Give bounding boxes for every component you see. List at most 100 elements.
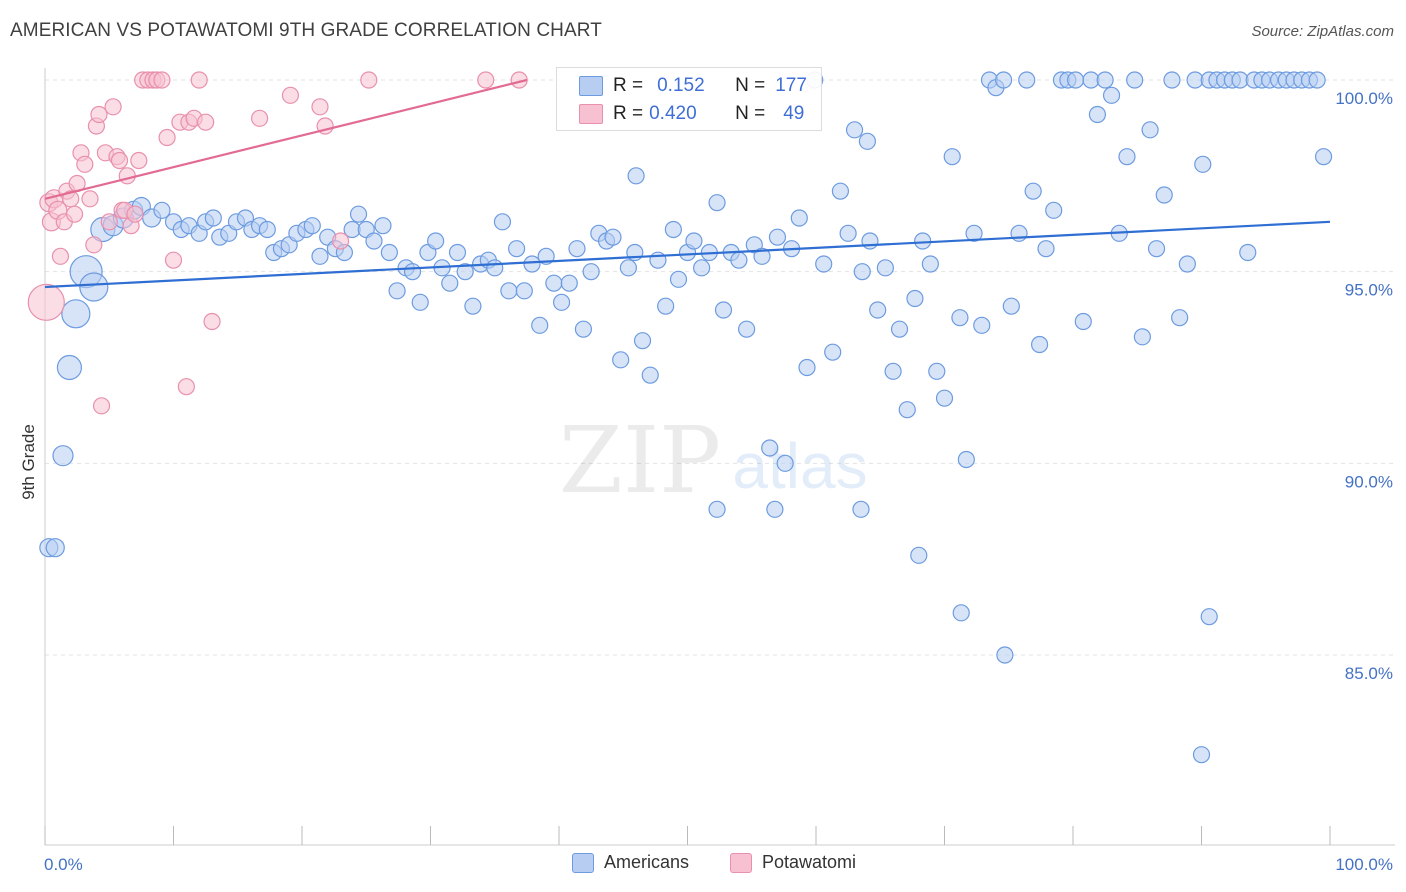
americans-point (493, 213, 512, 231)
americans-point (627, 167, 645, 185)
americans-point (973, 316, 991, 334)
potawatomi-point (27, 283, 65, 321)
americans-point (693, 259, 711, 277)
americans-point (1030, 335, 1049, 354)
americans-point (831, 182, 850, 200)
americans-point (965, 224, 983, 242)
americans-point (869, 301, 887, 319)
americans-point (1024, 182, 1042, 200)
americans-point (664, 220, 682, 239)
americans-point (1314, 148, 1333, 166)
tick-labels: 85.0% 90.0% 95.0% 100.0% 0.0% 100.0% (44, 89, 1393, 874)
americans-point (1037, 240, 1055, 258)
americans-point (685, 232, 703, 250)
potawatomi-point (85, 236, 103, 254)
potawatomi-swatch (579, 104, 603, 124)
legend-potawatomi: Potawatomi (730, 852, 856, 873)
americans-point (500, 282, 518, 300)
potawatomi-point (203, 312, 221, 331)
americans-point (1045, 201, 1063, 219)
r-value: 0.420 (649, 103, 697, 124)
americans-point (403, 263, 422, 281)
americans-point (890, 320, 909, 338)
americans-point (943, 148, 961, 166)
americans-point (61, 299, 91, 329)
potawatomi-point (118, 167, 136, 185)
americans-point (380, 243, 398, 262)
americans-point (815, 255, 833, 273)
n-label: N = (735, 75, 766, 96)
americans-point (641, 366, 659, 384)
americans-point (374, 217, 392, 235)
americans-point (766, 500, 784, 518)
y-axis-title: 9th Grade (19, 424, 38, 500)
potawatomi-point (76, 155, 94, 173)
americans-point (738, 320, 756, 338)
y-tick-label: 85.0% (1345, 664, 1393, 683)
potawatomi-point (158, 128, 176, 147)
potawatomi-point (81, 190, 99, 208)
americans-point (1066, 71, 1085, 89)
americans-point (951, 309, 969, 327)
potawatomi-point (311, 98, 329, 116)
americans-point (952, 604, 970, 622)
americans-point (845, 121, 864, 139)
n-label: N = (735, 103, 766, 124)
legend-americans: Americans (572, 852, 689, 873)
americans-point (776, 454, 794, 472)
americans-point (204, 209, 222, 227)
potawatomi-point (100, 213, 118, 231)
americans-point (1308, 71, 1326, 89)
legend-row-americans: R = 0.152 N = 177 (579, 74, 807, 98)
potawatomi-point (360, 71, 378, 89)
potawatomi-point (331, 232, 350, 250)
americans-point (853, 263, 871, 281)
potawatomi-trend-line (44, 78, 528, 200)
y-tick-label: 100.0% (1335, 89, 1393, 108)
potawatomi-point (104, 98, 122, 116)
americans-legend-swatch (572, 852, 594, 873)
americans-point (753, 247, 771, 265)
americans-point (633, 332, 652, 350)
americans-point (365, 232, 383, 250)
r-label: R = (613, 103, 644, 124)
potawatomi-points (27, 71, 528, 415)
americans-swatch (579, 76, 603, 96)
americans-point (258, 220, 276, 239)
americans-point (411, 293, 429, 311)
americans-point (761, 439, 779, 457)
americans-point (545, 274, 563, 292)
potawatomi-legend-swatch (730, 852, 752, 873)
n-value: 49 (783, 103, 805, 124)
americans-point (921, 255, 939, 273)
americans-point (768, 228, 787, 246)
americans-point (1088, 105, 1107, 124)
r-value: 0.152 (657, 75, 705, 96)
americans-point (523, 255, 541, 273)
americans-point (906, 289, 924, 308)
potawatomi-point (190, 71, 208, 89)
americans-point (531, 316, 549, 334)
americans-point (824, 343, 842, 361)
n-value: 177 (775, 75, 807, 96)
americans-point (910, 546, 928, 564)
americans-point (1141, 121, 1159, 139)
stats-legend: R = 0.152 N = 177 R = 0.420 N = 49 (556, 67, 822, 131)
americans-legend-label: Americans (604, 852, 690, 872)
potawatomi-point (250, 109, 269, 127)
potawatomi-point (477, 71, 495, 89)
americans-point (79, 272, 109, 302)
americans-point (515, 282, 533, 300)
americans-point (1102, 86, 1121, 104)
potawatomi-point (281, 86, 300, 104)
americans-point (790, 209, 808, 227)
americans-point (1163, 71, 1181, 89)
potawatomi-point (153, 71, 171, 89)
potawatomi-point (65, 205, 84, 223)
americans-point (1192, 746, 1211, 764)
americans-point (303, 217, 321, 235)
americans-point (884, 362, 902, 380)
americans-point (582, 263, 600, 281)
potawatomi-point (92, 397, 111, 415)
americans-point (1155, 186, 1173, 204)
